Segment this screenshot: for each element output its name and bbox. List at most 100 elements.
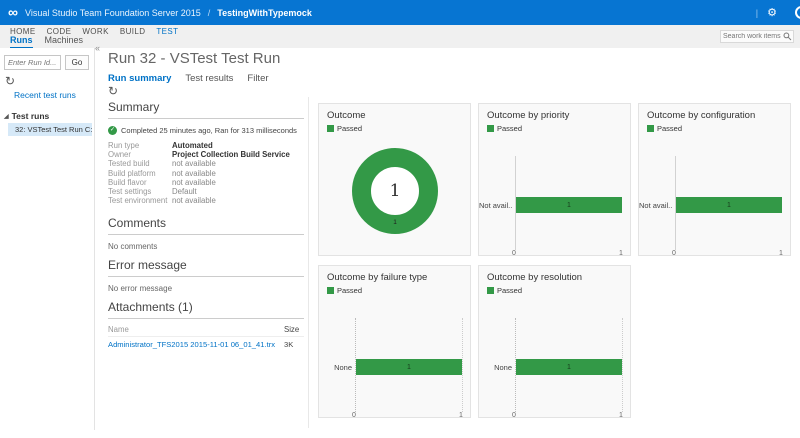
topbar-divider: | [755, 7, 759, 18]
field-row-test-environment: Test environment not available [108, 196, 304, 205]
legend-label-passed: Passed [497, 124, 523, 133]
pane-splitter[interactable] [94, 48, 95, 430]
field-value: Project Collection Build Service [172, 150, 290, 160]
chart-title: Outcome [327, 110, 366, 121]
tab-machines[interactable]: Machines [44, 35, 84, 45]
product-title: Visual Studio Team Foundation Server 201… [24, 7, 201, 18]
search-box [720, 30, 794, 43]
nav-item-code[interactable]: CODE [46, 27, 72, 36]
chart-card-outcome-by-resolution: Outcome by resolution Passed None 1 0 1 [478, 265, 631, 419]
attachments-col-size: Size [284, 325, 300, 335]
tab-test-results[interactable]: Test results [185, 73, 234, 84]
chart-card-outcome: Outcome Passed 1 1 [318, 103, 471, 256]
attachment-size: 3K [284, 340, 294, 350]
gear-icon[interactable]: ⚙ [767, 7, 777, 19]
refresh-runs-icon[interactable]: ↻ [5, 74, 16, 88]
tree-expander-icon[interactable]: ◢ [4, 114, 9, 120]
x-axis-tick-1: 1 [619, 250, 623, 257]
search-icon[interactable] [783, 32, 792, 41]
nav-item-test[interactable]: TEST [156, 27, 179, 36]
nav-item-build[interactable]: BUILD [119, 27, 146, 36]
chart-card-outcome-by-failure-type: Outcome by failure type Passed None 1 0 … [318, 265, 471, 419]
run-tabs: Run summary Test results Filter [108, 73, 269, 84]
topbar-right-group: | ⚙ [756, 0, 800, 25]
field-label: Owner [108, 150, 131, 160]
summary-heading: Summary [108, 100, 304, 119]
x-axis-tick-0: 0 [512, 250, 516, 257]
profile-icon[interactable] [795, 6, 800, 19]
tab-runs[interactable]: Runs [10, 35, 33, 49]
completed-status-text: Completed 25 minutes ago, Ran for 313 mi… [121, 126, 297, 135]
chart-title: Outcome by configuration [647, 110, 756, 121]
tree-node-test-runs[interactable]: ◢ Test runs [4, 111, 49, 121]
field-row-build-flavor: Build flavor not available [108, 178, 304, 187]
nav-item-work[interactable]: WORK [82, 27, 109, 36]
chart-legend: Passed [327, 124, 362, 133]
summary-column-divider [308, 97, 309, 428]
recent-test-runs-link[interactable]: Recent test runs [14, 90, 76, 100]
attachment-link[interactable]: Administrator_TFS2015 2015-11-01 06_01_4… [108, 340, 276, 350]
field-value: not available [172, 168, 216, 178]
bar-value-label: 1 [407, 363, 411, 371]
field-row-build-platform: Build platform not available [108, 169, 304, 178]
field-label: Test settings [108, 187, 152, 197]
run-id-input[interactable] [4, 55, 61, 70]
project-name[interactable]: TestingWithTypemock [217, 7, 312, 18]
legend-swatch-passed [487, 125, 494, 132]
tree-node-run-32-selected[interactable]: 32: VSTest Test Run C:\... [8, 123, 92, 136]
attachments-header-row: Name Size [108, 325, 304, 338]
attachment-row: Administrator_TFS2015 2015-11-01 06_01_4… [108, 340, 304, 349]
y-axis-line [675, 156, 676, 250]
legend-swatch-passed [327, 125, 334, 132]
breadcrumb-separator: / [207, 7, 211, 18]
search-input[interactable] [721, 33, 783, 40]
category-label: Not avail.. [479, 201, 512, 210]
field-row-tested-build: Tested build not available [108, 159, 304, 168]
collapse-pane-icon[interactable]: « [95, 43, 101, 53]
bar-value-label: 1 [567, 201, 571, 209]
bar-passed: 1 [516, 197, 622, 213]
attachments-col-name: Name [108, 325, 129, 335]
bar-value-label: 1 [567, 363, 571, 371]
passed-check-icon: ✓ [108, 126, 117, 135]
field-value: Automated [172, 141, 213, 150]
refresh-summary-icon[interactable]: ↻ [108, 84, 119, 98]
gridline-max [622, 318, 623, 412]
field-label: Build platform [108, 168, 156, 178]
chart-card-outcome-by-priority: Outcome by priority Passed Not avail.. 1… [478, 103, 631, 257]
chart-legend: Passed [327, 286, 362, 295]
chart-title: Outcome by resolution [487, 272, 583, 283]
tab-run-summary[interactable]: Run summary [108, 73, 172, 84]
comments-body: No comments [108, 242, 158, 252]
attachments-heading: Attachments (1) [108, 300, 304, 320]
hub-nav-band: HOME CODE WORK BUILD TEST Runs Machines [0, 25, 800, 49]
bar-passed: 1 [356, 359, 462, 375]
field-value: not available [172, 177, 216, 187]
category-label: Not avail.. [639, 201, 672, 210]
donut-slice-value-label: 1 [393, 219, 397, 226]
chart-title: Outcome by failure type [327, 272, 428, 283]
x-axis-tick-1: 1 [779, 250, 783, 257]
legend-swatch-passed [487, 287, 494, 294]
summary-column: Summary ✓ Completed 25 minutes ago, Ran … [108, 100, 304, 349]
y-axis-line [515, 318, 516, 412]
field-value: not available [172, 159, 216, 169]
chart-legend: Passed [487, 286, 522, 295]
tab-filter[interactable]: Filter [247, 73, 269, 84]
chart-legend: Passed [647, 124, 682, 133]
legend-label-passed: Passed [497, 286, 523, 295]
legend-label-passed: Passed [657, 124, 683, 133]
gridline-max [462, 318, 463, 412]
field-label: Test environment [108, 196, 168, 206]
field-label: Tested build [108, 159, 150, 169]
x-axis-tick-1: 1 [459, 412, 463, 419]
x-axis-tick-0: 0 [512, 412, 516, 419]
visual-studio-logo-icon[interactable]: ∞ [8, 4, 18, 20]
comments-heading: Comments [108, 216, 304, 236]
go-button[interactable]: Go [65, 55, 89, 70]
donut-total-label: 1 [389, 181, 401, 201]
field-label: Run type [108, 141, 140, 150]
field-label: Build flavor [108, 177, 147, 187]
bar-passed: 1 [516, 359, 622, 375]
nav-item-home[interactable]: HOME [10, 27, 36, 36]
